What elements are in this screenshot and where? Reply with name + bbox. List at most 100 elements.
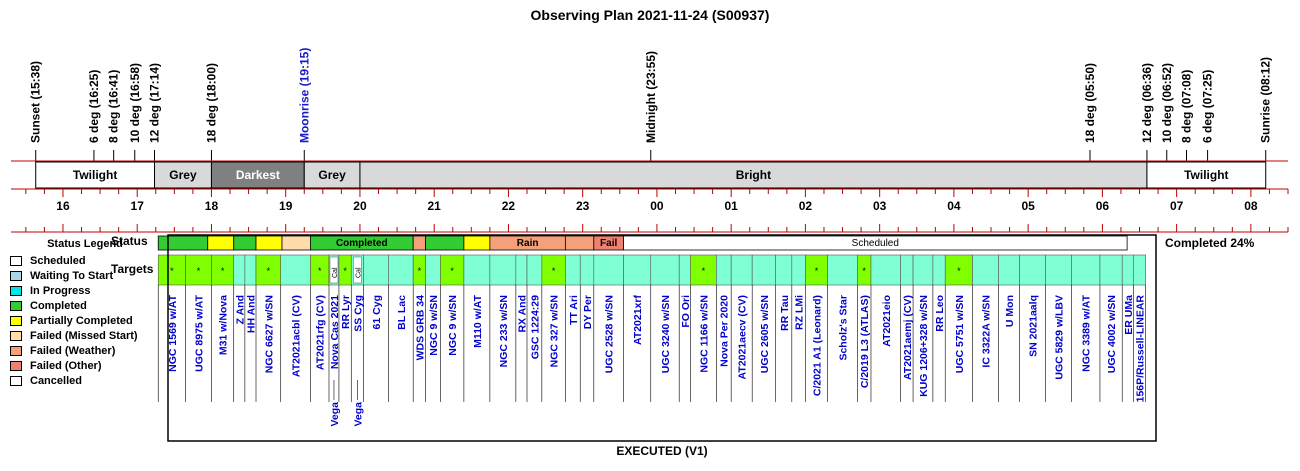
target-block (1071, 254, 1101, 286)
target-marker: * (221, 266, 225, 276)
target-name: DY Per (582, 295, 594, 329)
legend-label: Failed (Missed Start) (30, 329, 138, 342)
event-label: 10 deg (06:52) (1160, 63, 1174, 143)
target-block (515, 254, 528, 286)
target-name: IC 3322A w/SN (980, 295, 992, 368)
legend-item: Scheduled (10, 253, 160, 268)
sky-band-label: Grey (318, 168, 346, 182)
hour-axis: 16 17 18 19 20 21 22 23 00 01 02 03 04 05 06 07 08 (11, 189, 1289, 233)
target-name: WDS GRB 34 (414, 295, 426, 361)
sky-band-label: Grey (169, 168, 197, 182)
hour-label: 00 (650, 199, 664, 213)
target-block (775, 254, 793, 286)
target-block (1121, 254, 1134, 286)
target-name: BL Lac (396, 295, 408, 330)
target-name: UGC 4002 w/SN (1106, 295, 1118, 373)
target-name: KUG 1206+328 w/SN (918, 295, 930, 397)
target-marker: * (170, 266, 174, 276)
target-block (185, 254, 212, 286)
hour-label: 16 (56, 199, 70, 213)
calibration-label: Cal (355, 267, 362, 278)
target-block (1133, 254, 1146, 286)
event-label: Sunset (15:38) (29, 61, 43, 143)
target-name: AT2021acbl (CV) (291, 295, 303, 377)
status-segment-label: Fail (600, 238, 617, 249)
target-block (388, 254, 414, 286)
legend-swatch (10, 345, 22, 356)
legend-title: Status Legend (47, 238, 123, 250)
legend-swatch (10, 255, 22, 266)
event-label: Midnight (23:55) (644, 51, 658, 143)
legend-label: Failed (Weather) (30, 344, 116, 357)
calibration-target-name: Vega (329, 402, 341, 427)
sky-band-label: Twilight (73, 168, 117, 182)
target-name: UGC 5751 w/SN (954, 295, 966, 373)
calibration-block (353, 256, 362, 284)
status-segment (233, 235, 257, 251)
sky-band-label: Darkest (236, 168, 280, 182)
legend-item: Failed (Other) (10, 358, 160, 373)
hour-label: 23 (576, 199, 590, 213)
event-label: 12 deg (17:14) (148, 63, 162, 143)
executed-footer: EXECUTED (V1) (616, 444, 707, 458)
target-name: RR Leo (934, 295, 946, 332)
target-name: SS Cyg (352, 295, 364, 332)
legend-swatch (10, 270, 22, 281)
target-block (730, 254, 753, 286)
target-name: Nova Cas 2021 (329, 295, 341, 369)
target-name: UGC 2605 w/SN (759, 295, 771, 373)
target-block (425, 254, 441, 286)
target-name: GSC 1224:29 (529, 295, 541, 359)
target-name: TT Ari (568, 295, 580, 325)
target-block (233, 254, 246, 286)
targets-row: * NGC 1569 w/AT * UGC 8975 w/AT * M31 w/Nova Z… (157, 254, 1147, 427)
target-block (526, 254, 543, 286)
target-block (650, 254, 680, 286)
target-name: NGC 9 w/SN (428, 295, 440, 356)
target-name: ER UMa (1123, 295, 1135, 335)
target-marker: * (815, 266, 819, 276)
target-name: 156P/Russell-LINEAR (1135, 295, 1147, 403)
target-block (463, 254, 491, 286)
completed-percentage: Completed 24% (1165, 236, 1255, 250)
legend-item: In Progress (10, 283, 160, 298)
target-name: FO Ori (680, 295, 692, 328)
legend-label: Partially Completed (30, 314, 133, 327)
hour-label: 03 (873, 199, 887, 213)
event-label: 18 deg (18:00) (204, 63, 218, 143)
legend-swatch (10, 360, 22, 371)
status-segment (463, 235, 491, 251)
target-name: RR Lyr (340, 295, 352, 329)
target-name: Z And (234, 295, 246, 324)
target-name: SN 2021aalq (1027, 295, 1039, 357)
target-name: UGC 2528 w/SN (604, 295, 616, 373)
event-label: 6 deg (07:25) (1201, 70, 1215, 143)
legend-swatch (10, 300, 22, 311)
target-block (791, 254, 806, 286)
status-legend: Status Legend Scheduled Waiting To Start I… (10, 238, 160, 388)
hour-label: 05 (1021, 199, 1035, 213)
status-segment-label: Rain (517, 238, 539, 249)
target-block (489, 254, 517, 286)
status-segment-label: Scheduled (852, 238, 899, 249)
event-label: 6 deg (16:25) (87, 70, 101, 143)
targets-row-label: Targets (111, 262, 154, 276)
target-block (1019, 254, 1046, 286)
target-name: NGC 233 w/SN (498, 295, 510, 367)
legend-swatch (10, 330, 22, 341)
legend-item: Completed (10, 298, 160, 313)
target-block (623, 254, 652, 286)
target-marker: * (957, 266, 961, 276)
status-segment (281, 235, 311, 251)
target-name: NGC 1166 w/SN (698, 295, 710, 373)
event-label: Moonrise (19:15) (297, 48, 311, 143)
target-name: U Mon (1004, 295, 1016, 327)
target-block (1045, 254, 1072, 286)
hour-label: 17 (131, 199, 145, 213)
target-block (912, 254, 934, 286)
target-marker: * (267, 266, 271, 276)
target-block (593, 254, 624, 286)
target-marker: * (862, 266, 866, 276)
sky-band (210, 161, 305, 189)
target-name: AT2021eio (881, 295, 893, 347)
